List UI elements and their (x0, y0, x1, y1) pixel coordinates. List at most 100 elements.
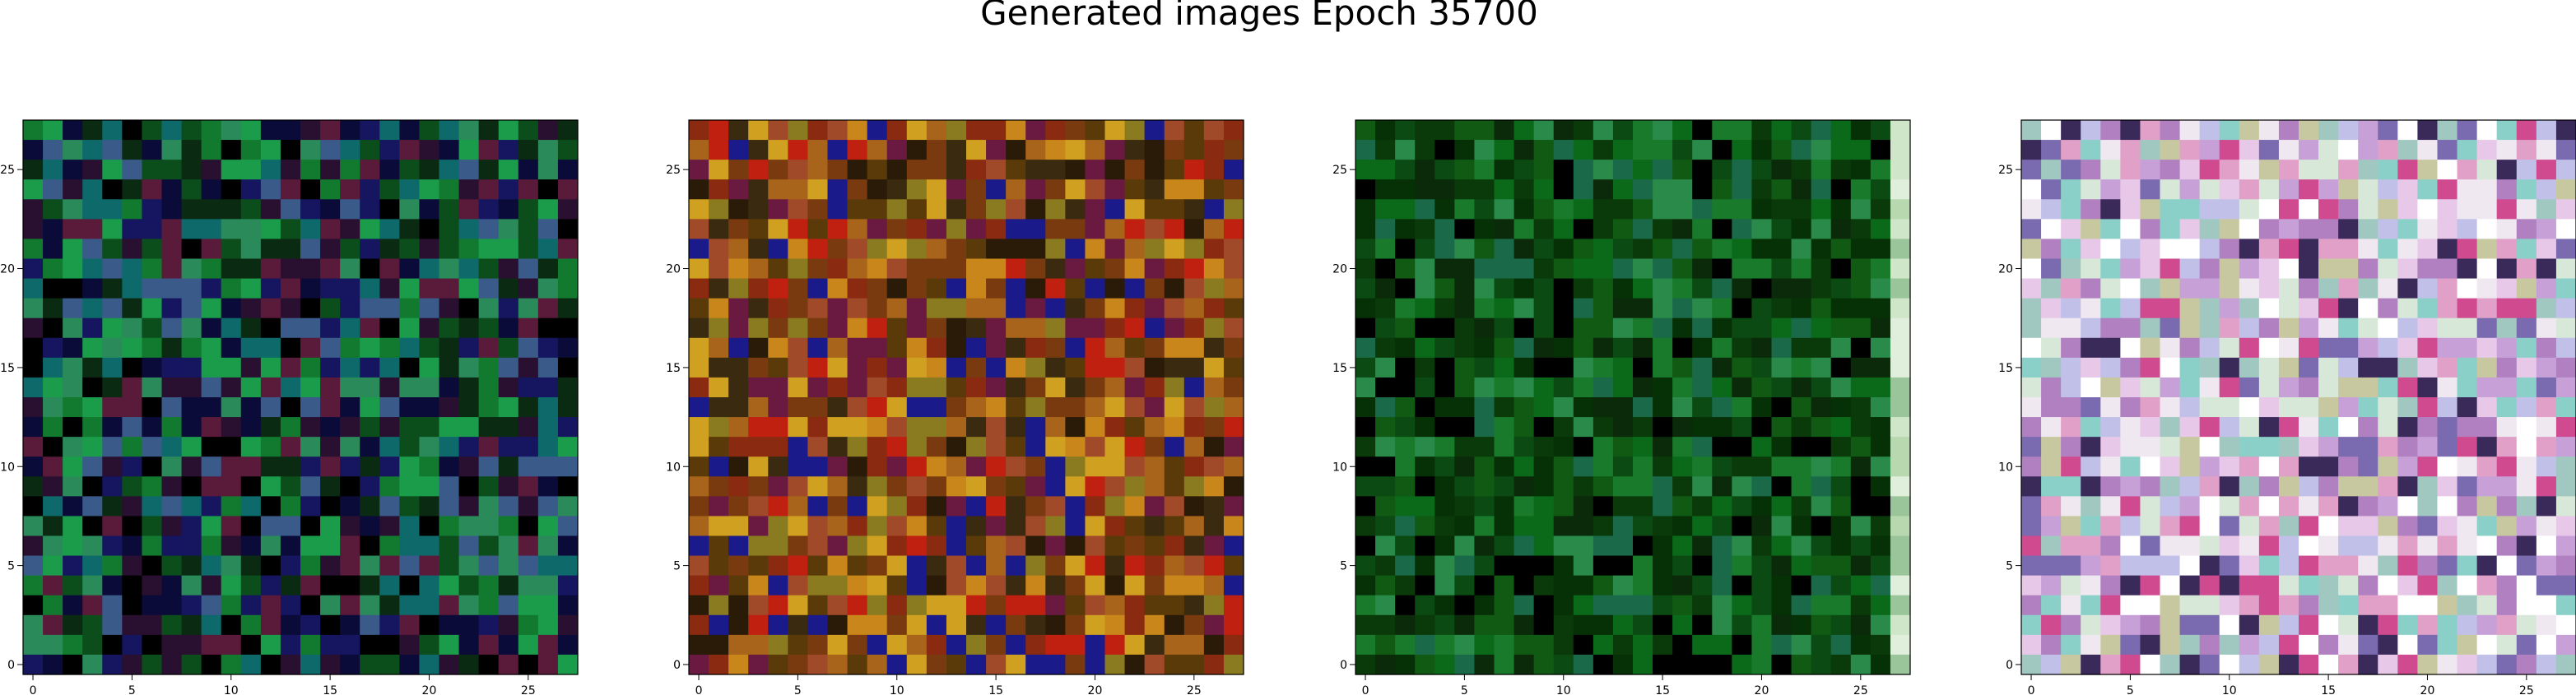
pixel-cell (2536, 179, 2557, 200)
pixel-cell (2278, 575, 2299, 596)
pixel-cell (1183, 219, 1205, 240)
pixel-cell (1395, 298, 1416, 319)
pixel-cell (360, 199, 380, 220)
pixel-cell (1164, 377, 1185, 398)
pixel-cell (240, 179, 262, 200)
pixel-cell (1104, 614, 1126, 636)
pixel-cell (1494, 317, 1515, 339)
pixel-cell (689, 377, 709, 398)
pixel-cell (1395, 140, 1416, 160)
pixel-cell (1751, 219, 1773, 240)
pixel-cell (788, 496, 809, 517)
pixel-cell (1395, 456, 1416, 477)
pixel-cell (280, 535, 301, 557)
pixel-cell (1850, 317, 1872, 339)
pixel-cell (1593, 634, 1614, 656)
pixel-cell (221, 357, 242, 378)
pixel-cell (1712, 278, 1732, 299)
pixel-cell (2476, 555, 2498, 577)
pixel-cell (439, 179, 460, 200)
pixel-cell (43, 317, 63, 339)
pixel-cell (1732, 298, 1753, 319)
pixel-cell (63, 417, 83, 438)
pixel-cell (728, 278, 749, 299)
pixel-cell (399, 357, 421, 378)
pixel-cell (2219, 317, 2240, 339)
pixel-cell (360, 219, 380, 240)
pixel-cell (906, 179, 928, 200)
pixel-cell (379, 298, 400, 319)
pixel-cell (518, 298, 539, 319)
pixel-cell (1771, 634, 1793, 656)
pixel-cell (260, 337, 281, 359)
pixel-cell (807, 278, 829, 299)
pixel-cell (2555, 417, 2576, 438)
pixel-cell (439, 337, 460, 359)
pixel-cell (1732, 337, 1753, 359)
pixel-cell (946, 555, 967, 577)
pixel-cell (1104, 456, 1126, 477)
pixel-cell (1454, 516, 1476, 537)
pixel-cell (2457, 496, 2478, 517)
x-tick-label: 0 (30, 684, 37, 695)
pixel-cell (1223, 456, 1244, 477)
pixel-cell (2061, 516, 2081, 537)
pixel-cell (827, 516, 849, 537)
pixel-cell (1164, 654, 1185, 675)
pixel-cell (161, 179, 183, 200)
pixel-cell (827, 298, 849, 319)
pixel-cell (2100, 120, 2121, 141)
pixel-cell (807, 496, 829, 517)
pixel-cell (827, 258, 849, 280)
pixel-cell (2021, 278, 2042, 299)
pixel-cell (260, 357, 281, 378)
pixel-cell (161, 417, 183, 438)
pixel-cell (2041, 535, 2062, 557)
pixel-cell (2476, 258, 2498, 280)
pixel-cell (280, 476, 301, 497)
pixel-cell (63, 476, 83, 497)
pixel-cell (240, 199, 262, 220)
pixel-cell (2496, 140, 2518, 160)
pixel-cell (1124, 219, 1146, 240)
pixel-cell (2081, 535, 2101, 557)
pixel-cell (260, 417, 281, 438)
pixel-cell (807, 575, 829, 596)
pixel-cell (1025, 140, 1046, 160)
pixel-cell (1006, 377, 1026, 398)
pixel-cell (518, 219, 539, 240)
pixel-cell (1494, 417, 1515, 438)
pixel-cell (161, 298, 183, 319)
pixel-cell (1223, 199, 1244, 220)
pixel-cell (1791, 219, 1812, 240)
pixel-cell (340, 535, 360, 557)
pixel-cell (1025, 397, 1046, 418)
pixel-cell (1672, 199, 1693, 220)
pixel-cell (2179, 516, 2201, 537)
pixel-cell (906, 377, 928, 398)
pixel-cell (2278, 654, 2299, 675)
pixel-cell (1712, 120, 1732, 141)
pixel-cell (161, 496, 183, 517)
pixel-cell (537, 219, 559, 240)
pixel-cell (1712, 417, 1732, 438)
pixel-cell (181, 654, 202, 675)
pixel-cell (2516, 595, 2537, 616)
pixel-cell (2120, 575, 2141, 596)
pixel-cell (300, 377, 321, 398)
pixel-cell (2100, 258, 2121, 280)
pixel-cell (1434, 476, 1455, 497)
pixel-cell (1692, 496, 1713, 517)
pixel-cell (1612, 535, 1634, 557)
pixel-cell (2179, 595, 2201, 616)
pixel-cell (82, 337, 103, 359)
pixel-cell (2338, 258, 2359, 280)
pixel-cell (1533, 120, 1555, 141)
pixel-cell (768, 219, 788, 240)
pixel-cell (1006, 397, 1026, 418)
pixel-cell (1006, 516, 1026, 537)
pixel-cell (886, 337, 908, 359)
pixel-cell (537, 456, 559, 477)
pixel-cell (2358, 476, 2378, 497)
pixel-cell (2457, 595, 2478, 616)
